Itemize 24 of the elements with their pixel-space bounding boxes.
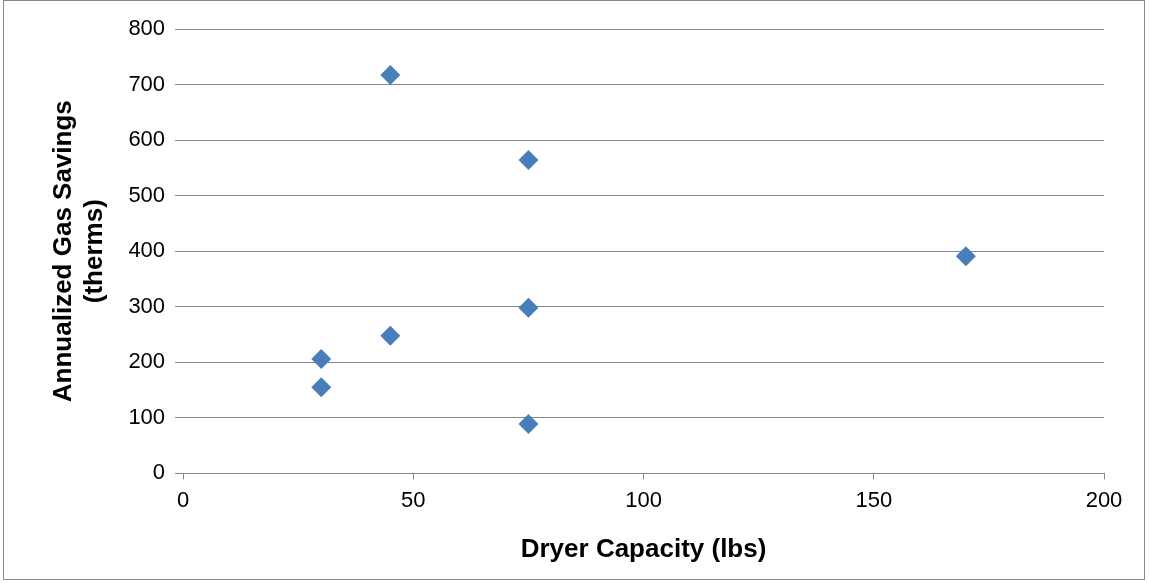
y-tick-label: 300 xyxy=(128,292,166,318)
y-tick-label: 500 xyxy=(128,181,166,207)
point xyxy=(518,413,539,434)
y-tick-label: 100 xyxy=(128,403,166,429)
point xyxy=(518,297,539,318)
x-tick-label: 0 xyxy=(176,486,190,512)
point xyxy=(311,377,332,398)
x-tick-label: 100 xyxy=(625,486,662,512)
y-tick-label: 800 xyxy=(128,15,166,41)
y-tick-label: 200 xyxy=(128,348,166,374)
y-tick-label: 0 xyxy=(152,459,166,485)
point xyxy=(311,348,332,369)
x-tick-label: 200 xyxy=(1085,486,1123,512)
y-axis-title: Annualized Gas Savings (therms) xyxy=(46,100,108,403)
y-tick-label: 400 xyxy=(128,237,166,263)
y-tick-label: 600 xyxy=(128,126,166,152)
point xyxy=(955,246,976,267)
point xyxy=(380,65,401,86)
y-tick-label: 700 xyxy=(128,70,166,96)
x-tick-label: 150 xyxy=(855,486,893,512)
x-axis-title: Dryer Capacity (lbs) xyxy=(520,532,767,563)
x-tick-label: 50 xyxy=(401,486,426,512)
point xyxy=(518,150,539,171)
point xyxy=(380,325,401,346)
